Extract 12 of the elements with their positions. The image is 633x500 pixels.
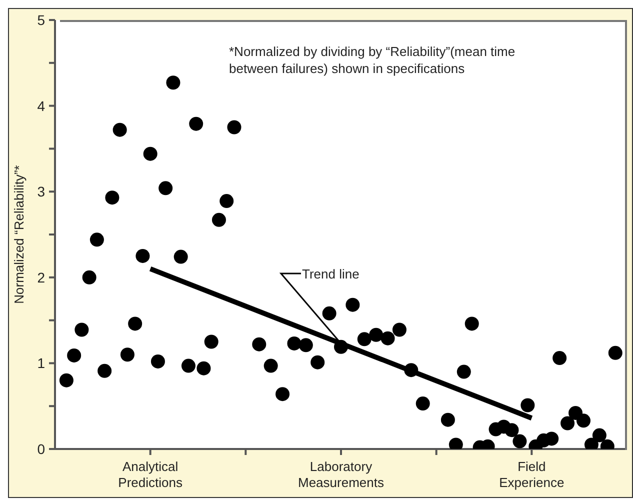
y-tick-label: 0 <box>37 441 46 457</box>
y-tick-label: 5 <box>37 12 46 28</box>
x-tick-label: Analytical Predictions <box>118 459 183 490</box>
y-tick-label: 3 <box>37 184 46 200</box>
annotation: *Normalized by dividing by “Reliability”(mean time between failures) shown in specifications <box>229 43 516 77</box>
x-tick-label: Laboratory Measurements <box>298 459 384 490</box>
y-tick-label: 2 <box>37 269 46 286</box>
y-tick-label: 1 <box>37 355 46 372</box>
y-axis-title: Normalized “Reliability”* <box>12 165 27 304</box>
x-tick-label: Field Experience <box>499 459 564 490</box>
y-tick-label: 4 <box>37 98 46 114</box>
annotation: Trend line <box>302 266 360 282</box>
